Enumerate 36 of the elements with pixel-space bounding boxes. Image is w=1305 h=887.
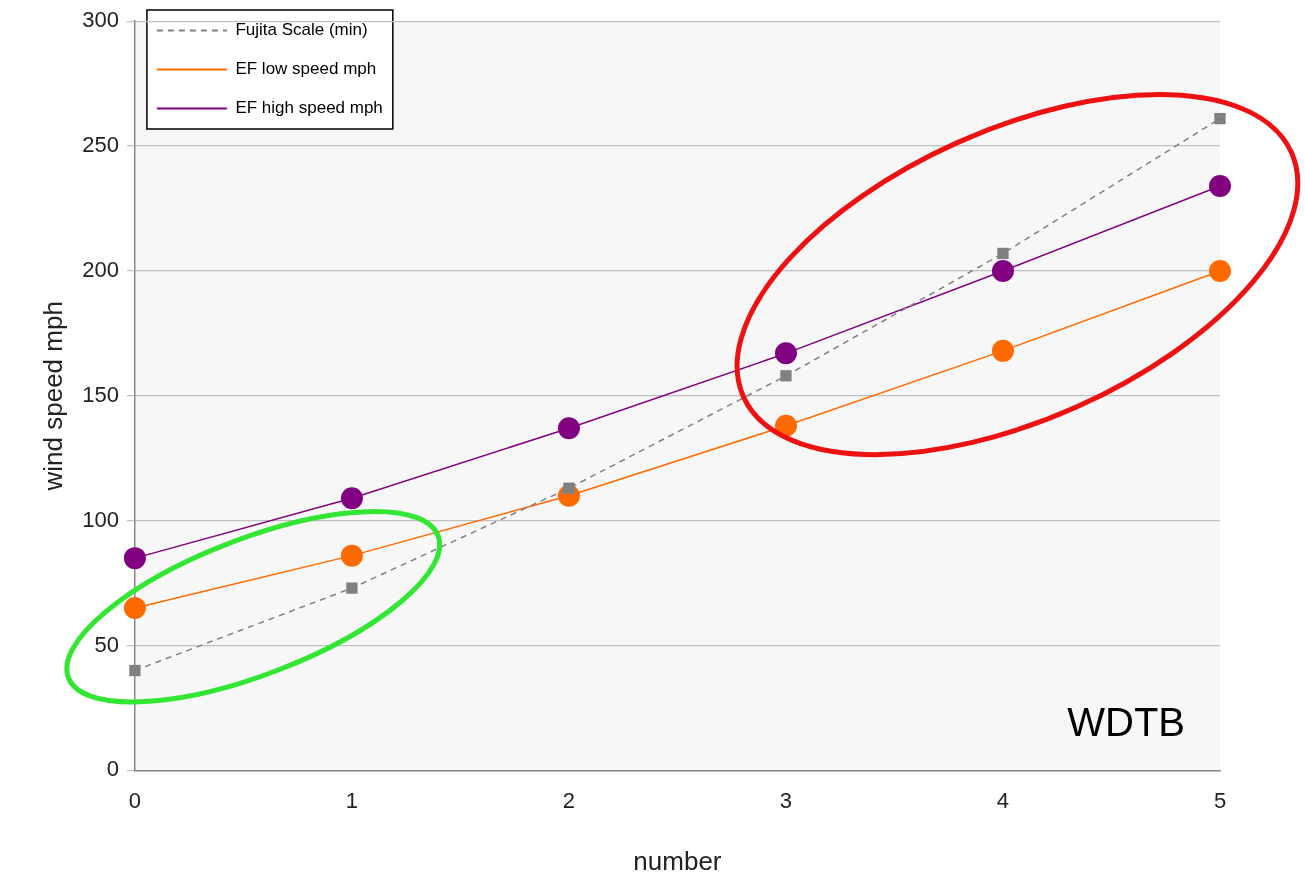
- point: [123, 547, 146, 570]
- x-tick-label: 0: [128, 787, 142, 813]
- point: [997, 247, 1009, 260]
- point: [1209, 175, 1231, 198]
- x-tick-label: 3: [779, 787, 793, 813]
- point: [563, 482, 575, 494]
- point: [1209, 259, 1231, 282]
- y-tick-label: 300: [82, 7, 119, 33]
- x-tick-label: 5: [1213, 787, 1227, 813]
- y-tick-label: 250: [82, 132, 119, 158]
- point: [774, 414, 797, 437]
- y-tick-label: 200: [82, 257, 119, 282]
- x-tick-label: 4: [996, 787, 1010, 813]
- point: [991, 339, 1014, 362]
- y-tick-label: 100: [82, 506, 119, 532]
- point: [991, 259, 1014, 282]
- point: [340, 544, 363, 567]
- annotation: WDTB: [1067, 700, 1185, 745]
- y-tick-label: 0: [106, 756, 119, 782]
- x-axis-title: number: [633, 845, 722, 876]
- y-tick-label: 150: [82, 381, 119, 407]
- legend-label: EF high speed mph: [235, 98, 383, 118]
- point: [774, 342, 797, 365]
- x-tick-label: 1: [345, 787, 359, 813]
- legend-label: Fujita Scale (min): [235, 20, 368, 40]
- point: [129, 664, 141, 677]
- point: [346, 582, 358, 594]
- x-tick-label: 2: [562, 787, 576, 813]
- y-axis-title: wind speed mph: [37, 301, 68, 492]
- legend-label: EF low speed mph: [235, 59, 377, 79]
- point: [340, 487, 363, 510]
- point: [123, 597, 146, 620]
- y-tick-label: 50: [94, 631, 119, 657]
- point: [780, 370, 792, 382]
- point: [1214, 112, 1226, 125]
- point: [557, 417, 580, 440]
